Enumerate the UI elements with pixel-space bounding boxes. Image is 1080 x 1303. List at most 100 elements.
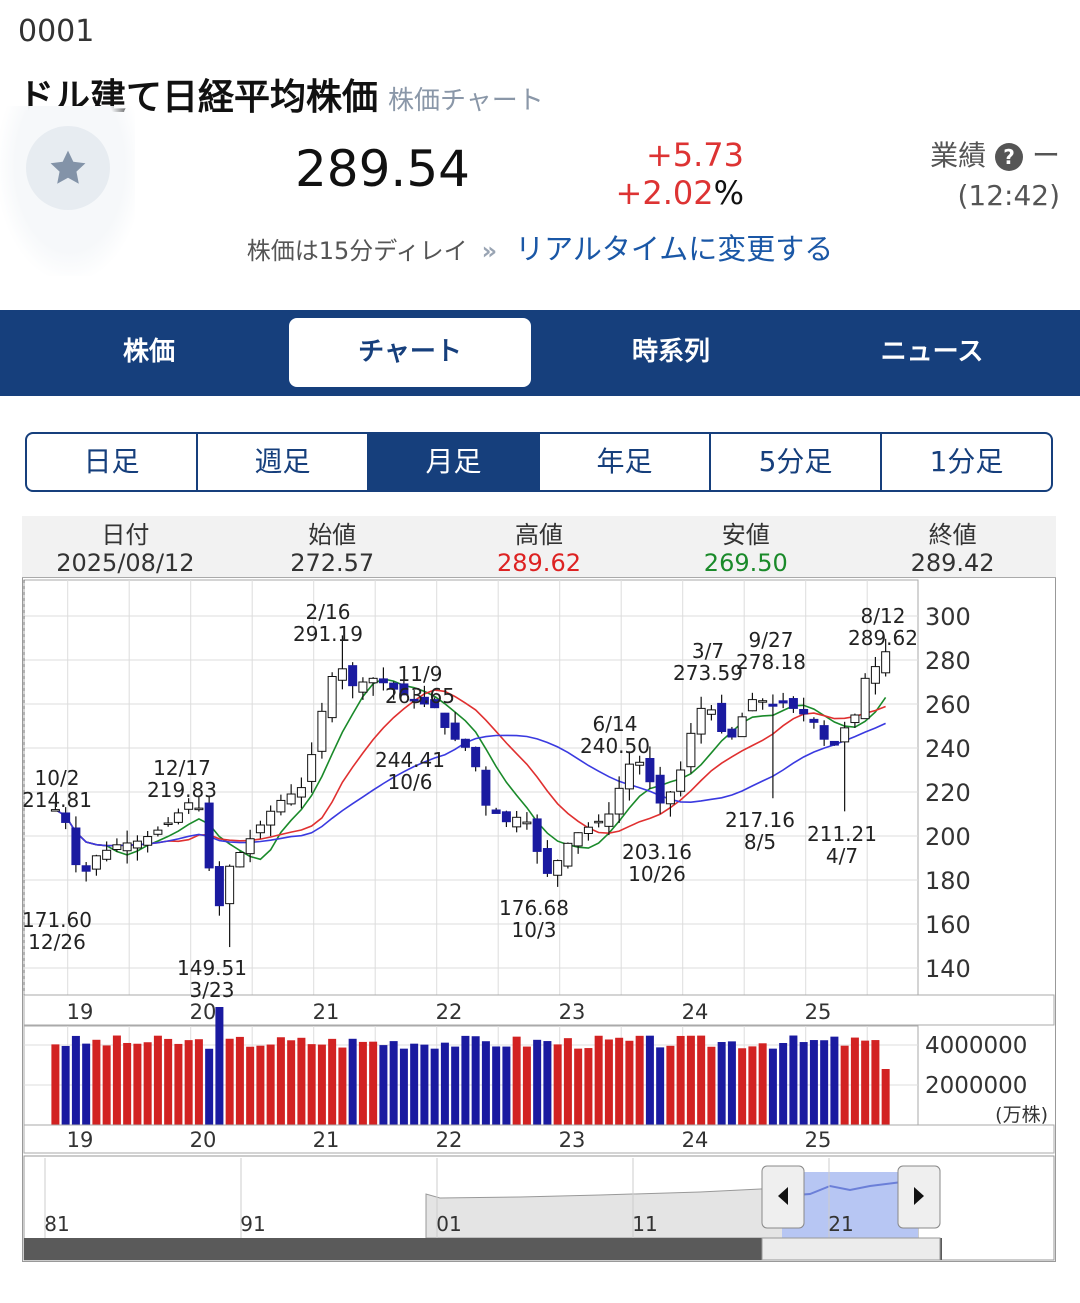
candle-body — [337, 668, 347, 681]
volume-unit: (万株) — [995, 1104, 1048, 1126]
volume-bar — [112, 1035, 121, 1125]
candle-body — [307, 754, 317, 782]
y-tick-label: 180 — [925, 867, 971, 895]
candle-body — [399, 683, 409, 696]
period-monthly[interactable]: 月足 — [369, 434, 540, 490]
volume-bar — [461, 1035, 470, 1125]
performance-value: ー — [1031, 139, 1060, 172]
candle-body — [717, 702, 727, 732]
tab-chart[interactable]: チャート — [289, 318, 531, 387]
candle-body — [276, 799, 286, 813]
navigator-tick-label: 21 — [828, 1212, 853, 1236]
info-low: 安値 269.50 — [703, 521, 788, 577]
volume-bar — [430, 1048, 439, 1125]
annotation-value: 278.18 — [736, 650, 806, 674]
tab-news[interactable]: ニュース — [880, 337, 984, 367]
candle-body — [665, 791, 675, 805]
candle-body — [194, 807, 204, 811]
candle-body — [153, 829, 163, 835]
annotation-date: 10/26 — [628, 862, 686, 886]
volume-bar — [553, 1044, 562, 1125]
period-selector: 日足 週足 月足 年足 5分足 1分足 — [25, 432, 1053, 492]
annotation-date: 2/16 — [306, 600, 351, 624]
favorite-button[interactable] — [26, 126, 110, 210]
volume-bar — [861, 1040, 870, 1125]
help-icon[interactable]: ? — [995, 143, 1024, 171]
candle-body — [225, 865, 235, 905]
tab-stock-price[interactable]: 株価 — [122, 337, 175, 367]
volume-bar — [61, 1045, 70, 1125]
period-weekly[interactable]: 週足 — [198, 434, 369, 490]
navigator-tick-label: 11 — [632, 1212, 657, 1236]
annotation-date: 12/26 — [28, 930, 86, 954]
volume-bar — [768, 1048, 777, 1125]
y-tick-label: 260 — [925, 691, 971, 719]
annotation-value: 211.21 — [807, 822, 877, 846]
candle-body — [440, 712, 450, 728]
navigator-left-handle[interactable] — [761, 1165, 805, 1229]
ma-long-line — [54, 722, 886, 847]
volume-bar — [194, 1039, 203, 1125]
tab-time-series[interactable]: 時系列 — [631, 337, 710, 367]
period-yearly[interactable]: 年足 — [540, 434, 711, 490]
volume-tick-label: 2000000 — [925, 1073, 1027, 1099]
period-1min[interactable]: 1分足 — [929, 445, 1004, 478]
candle-body — [686, 732, 696, 768]
candle-body — [112, 844, 122, 851]
volume-x-tick-label: 20 — [190, 1128, 217, 1152]
annotation-value: 171.60 — [22, 908, 92, 932]
volume-bar — [246, 1046, 255, 1125]
candle-body — [870, 666, 880, 684]
period-5min[interactable]: 5分足 — [711, 434, 882, 490]
period-daily[interactable]: 日足 — [27, 434, 198, 490]
volume-x-tick-label: 23 — [559, 1128, 586, 1152]
current-price: 289.54 — [295, 140, 470, 198]
candle-body — [881, 651, 891, 674]
navigator-scroll-track — [24, 1238, 942, 1260]
candle-body — [809, 718, 819, 723]
volume-bar — [850, 1037, 859, 1125]
volume-bar — [871, 1040, 880, 1125]
navigator-right-handle[interactable] — [897, 1165, 941, 1229]
volume-bar — [287, 1040, 296, 1125]
x-tick-label: 20 — [190, 1000, 217, 1024]
stock-code: 0001 — [18, 14, 95, 49]
performance: 業績 ? ー (12:42) — [860, 136, 1060, 216]
volume-x-tick-label: 21 — [313, 1128, 340, 1152]
candle-body — [850, 714, 860, 724]
candle-body — [460, 738, 470, 748]
volume-bar — [881, 1069, 890, 1125]
realtime-link[interactable]: リアルタイムに変更する — [515, 232, 834, 266]
volume-bar — [256, 1045, 265, 1125]
volume-bar — [522, 1046, 531, 1125]
annotation-value: 217.16 — [725, 808, 795, 832]
candle-body — [840, 727, 850, 743]
candle-body — [655, 774, 665, 804]
annotation-value: 244.41 — [375, 748, 445, 772]
candle-body — [296, 787, 306, 798]
volume-bar — [399, 1048, 408, 1125]
candle-body — [706, 709, 716, 715]
volume-bar — [738, 1048, 747, 1125]
annotation-date: 10/6 — [388, 770, 433, 794]
annotation-value: 263.65 — [385, 684, 455, 708]
annotation-date: 9/27 — [749, 628, 794, 652]
candle-body — [747, 699, 757, 712]
candle-body — [235, 852, 245, 868]
candle-body — [389, 682, 399, 690]
volume-bar — [635, 1035, 644, 1125]
volume-bar — [328, 1038, 337, 1125]
performance-label[interactable]: 業績 — [930, 139, 987, 172]
volume-bar — [379, 1045, 388, 1125]
y-tick-label: 200 — [925, 823, 971, 851]
volume-bar — [71, 1035, 80, 1125]
navigator-window-line — [781, 1179, 919, 1197]
volume-bar — [389, 1041, 398, 1125]
volume-bar — [594, 1035, 603, 1125]
volume-bar — [840, 1045, 849, 1125]
volume-bar — [707, 1046, 716, 1125]
volume-bar — [604, 1039, 613, 1125]
change-value: +5.73 — [645, 136, 744, 174]
candle-body — [819, 725, 829, 740]
